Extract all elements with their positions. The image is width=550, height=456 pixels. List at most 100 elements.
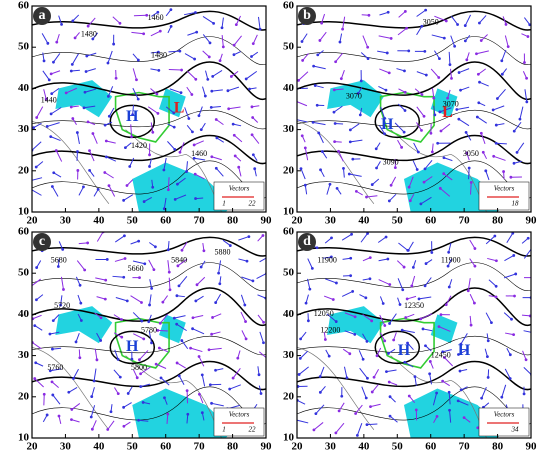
wind-vector-head [303, 183, 307, 187]
wind-vector-head [405, 26, 408, 30]
wind-vector [150, 122, 154, 133]
wind-vector [233, 35, 242, 46]
wind-vector-head [318, 375, 322, 378]
cyan-region [159, 88, 186, 118]
wind-vector [460, 333, 468, 345]
wind-vector-head [311, 120, 315, 124]
wind-vector [168, 50, 180, 53]
wind-vector-head [135, 376, 139, 380]
wind-vector [52, 394, 61, 405]
wind-vector [202, 86, 206, 97]
wind-vector-head [139, 372, 142, 376]
x-tick-label: 30 [60, 215, 72, 227]
x-tick-label: 40 [358, 441, 370, 453]
wind-vector-head [432, 96, 436, 100]
wind-vector [148, 259, 155, 270]
wind-vector [149, 279, 153, 289]
wind-vector-head [383, 132, 386, 136]
wind-vector [259, 331, 264, 343]
wind-vector [344, 312, 356, 318]
wind-vector [95, 277, 106, 281]
wind-vector-head [45, 413, 49, 417]
wind-vector-head [180, 68, 183, 72]
wind-vector-head [250, 55, 253, 58]
wind-vector [318, 132, 324, 144]
wind-vector [192, 314, 204, 319]
wind-vector-head [73, 36, 77, 40]
wind-vector [256, 273, 266, 279]
wind-vector [181, 241, 188, 251]
wind-vector-head [228, 387, 232, 391]
wind-vector-head [333, 140, 337, 144]
wind-vector-head [349, 274, 353, 278]
wind-vector-head [422, 180, 426, 184]
wind-vector-head [148, 165, 151, 168]
y-tick-label: 30 [283, 349, 295, 361]
wind-vector-head [303, 146, 307, 150]
wind-vector-head [152, 268, 156, 272]
wind-vector [143, 197, 152, 203]
wind-vector-head [370, 390, 374, 394]
wind-vector [479, 81, 489, 87]
wind-vector-head [210, 332, 214, 336]
wind-vector [212, 70, 223, 77]
wind-vector-head [91, 37, 95, 41]
wind-vector [258, 351, 266, 359]
contour-label: 5840 [171, 256, 187, 265]
wind-vector-head [33, 324, 37, 328]
wind-vector-head [387, 71, 391, 75]
wind-vector-head [48, 369, 52, 373]
y-tick-label: 20 [18, 164, 30, 176]
wind-vector-head [70, 408, 74, 411]
wind-vector-head [209, 105, 213, 109]
wind-vector [132, 105, 134, 115]
wind-vector [178, 375, 185, 385]
wind-vector-head [99, 316, 103, 320]
wind-vector-head [500, 59, 504, 63]
wind-vector-head [70, 62, 74, 66]
wind-vector [50, 136, 61, 142]
wind-vector-head [333, 122, 337, 125]
wind-vector-head [351, 290, 355, 293]
wind-vector-head [194, 11, 197, 14]
wind-vector-head [312, 428, 316, 432]
wind-vector-head [387, 199, 391, 203]
wind-vector [433, 50, 440, 59]
wind-vector-head [525, 100, 529, 104]
panel-content: 5680 5660 5840 5880 5720 5780 5800 5760 H [32, 232, 266, 438]
wind-vector [373, 369, 379, 378]
wind-vector [167, 260, 170, 273]
wind-vector-head [398, 303, 402, 306]
wind-vector-head [393, 166, 397, 170]
contour [297, 110, 531, 130]
wind-vector [212, 313, 222, 318]
wind-vector-head [453, 44, 457, 48]
y-tick-label: 50 [18, 41, 30, 53]
wind-vector [94, 348, 98, 360]
wind-vector-head [479, 39, 483, 42]
wind-vector [186, 86, 193, 95]
wind-vector [313, 65, 326, 70]
wind-vector [481, 387, 487, 399]
panel-label-badge [298, 7, 316, 25]
wind-vector [106, 156, 117, 162]
wind-vector-head [318, 39, 322, 42]
wind-vector-head [190, 93, 194, 96]
wind-vector-head [406, 341, 409, 345]
wind-vector-head [122, 424, 126, 428]
wind-vector-head [50, 380, 54, 384]
wind-vector [335, 52, 344, 63]
wind-vector [506, 232, 514, 244]
wind-vector-head [193, 57, 197, 61]
wind-vector-head [334, 60, 338, 64]
wind-vector-head [459, 388, 463, 392]
wind-vector [71, 419, 80, 423]
wind-vector-head [83, 90, 87, 94]
wind-vector-head [155, 92, 159, 96]
contour-label: 12350 [404, 301, 424, 310]
wind-vector [113, 314, 122, 320]
wind-vector [319, 366, 325, 377]
wind-vector [251, 134, 260, 144]
wind-vector [424, 277, 432, 287]
contour [32, 287, 266, 327]
